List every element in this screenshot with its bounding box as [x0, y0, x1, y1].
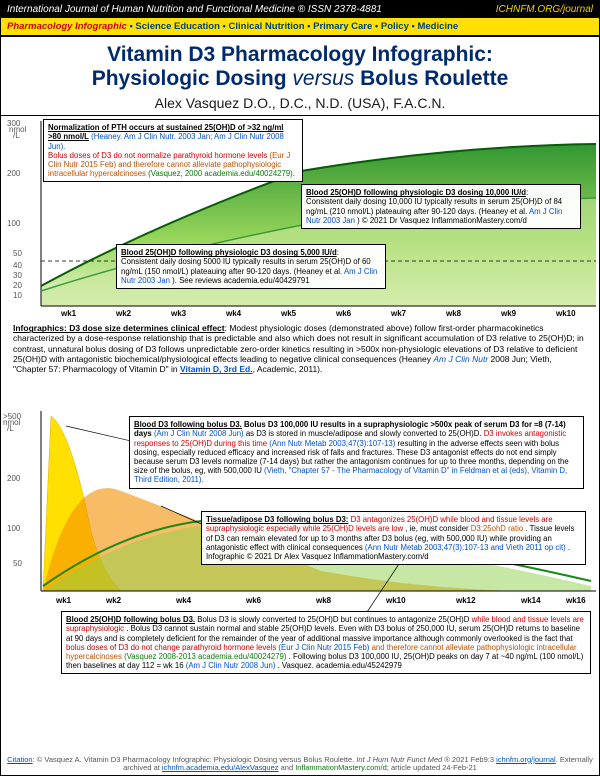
- svg-text:200: 200: [7, 474, 21, 483]
- svg-text:wk4: wk4: [175, 596, 192, 605]
- journal-name: International Journal of Human Nutrition…: [7, 4, 382, 15]
- bottom-citation: Citation: © Vasquez A. Vitamin D3 Pharma…: [5, 756, 595, 773]
- callout-25ohd: Blood 25(OH)D following bolus D3. Bolus …: [61, 611, 591, 674]
- svg-text:wk2: wk2: [105, 596, 122, 605]
- category-main: Pharmacology Infographic: [7, 21, 127, 32]
- callout-10k: Blood 25(OH)D following physiologic D3 d…: [301, 184, 581, 229]
- svg-text:100: 100: [7, 219, 21, 228]
- svg-text:wk14: wk14: [520, 596, 541, 605]
- callout-5k: Blood 25(OH)D following physiologic D3 d…: [116, 244, 386, 289]
- category-bar: Pharmacology Infographic • Science Educa…: [1, 18, 599, 37]
- svg-text:wk1: wk1: [60, 309, 77, 318]
- svg-text:30: 30: [13, 271, 22, 280]
- author: Alex Vasquez D.O., D.C., N.D. (USA), F.A…: [5, 95, 595, 111]
- charts-container: 300 nmol /L 200 100 50 40 30 20 10 wk1wk…: [1, 116, 599, 716]
- svg-text:wk10: wk10: [555, 309, 576, 318]
- svg-text:100: 100: [7, 524, 21, 533]
- svg-text:wk9: wk9: [500, 309, 517, 318]
- main-title: Vitamin D3 Pharmacology Infographic: Phy…: [5, 43, 595, 91]
- svg-text:wk1: wk1: [55, 596, 72, 605]
- svg-text:10: 10: [13, 291, 22, 300]
- svg-text:200: 200: [7, 169, 21, 178]
- svg-text:50: 50: [13, 559, 22, 568]
- svg-text:wk6: wk6: [245, 596, 262, 605]
- svg-text:wk10: wk10: [385, 596, 406, 605]
- svg-text:wk5: wk5: [280, 309, 297, 318]
- svg-text:wk12: wk12: [455, 596, 476, 605]
- svg-text:wk3: wk3: [170, 309, 187, 318]
- callout-bolus-d3: Blood D3 following bolus D3. Bolus D3 10…: [129, 416, 584, 488]
- svg-text:wk4: wk4: [225, 309, 242, 318]
- svg-text:wk2: wk2: [115, 309, 132, 318]
- svg-text:wk8: wk8: [445, 309, 462, 318]
- svg-text:/L: /L: [13, 131, 20, 140]
- svg-text:50: 50: [13, 249, 22, 258]
- mid-infobox: Infographics: D3 dose size determines cl…: [5, 321, 595, 378]
- issn: ® ISSN 2378-4881: [298, 4, 382, 15]
- callout-pth: Normalization of PTH occurs at sustained…: [43, 119, 303, 182]
- page-root: International Journal of Human Nutrition…: [0, 0, 600, 776]
- svg-text:20: 20: [13, 281, 22, 290]
- svg-text:wk7: wk7: [390, 309, 407, 318]
- callout-tissue: Tissue/adipose D3 following bolus D3: D3…: [201, 511, 586, 565]
- journal-header: International Journal of Human Nutrition…: [1, 1, 599, 18]
- journal-url[interactable]: ICHNFM.ORG/journal: [496, 4, 593, 15]
- svg-text:wk8: wk8: [315, 596, 332, 605]
- svg-text:/L: /L: [7, 424, 14, 433]
- title-block: Vitamin D3 Pharmacology Infographic: Phy…: [1, 37, 599, 116]
- svg-text:wk16: wk16: [565, 596, 586, 605]
- category-rest: • Science Education • Clinical Nutrition…: [129, 21, 458, 32]
- svg-text:wk6: wk6: [335, 309, 352, 318]
- svg-text:40: 40: [13, 261, 22, 270]
